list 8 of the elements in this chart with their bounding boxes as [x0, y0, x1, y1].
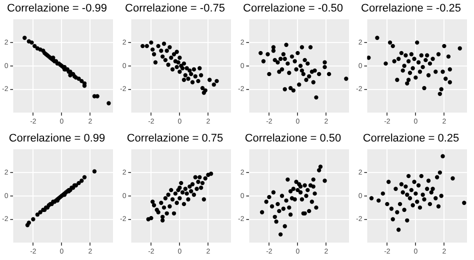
chart-title: Correlazione = 0.99 — [8, 132, 106, 145]
chart-title: Correlazione = 0.25 — [362, 132, 460, 145]
chart-title: Correlazione = 0.50 — [244, 132, 342, 145]
chart-title: Correlazione = -0.50 — [243, 2, 343, 15]
chart-title: Correlazione = 0.75 — [126, 132, 224, 145]
chart-title: Correlazione = -0.25 — [361, 2, 461, 15]
chart-title: Correlazione = -0.99 — [7, 2, 107, 15]
chart-title: Correlazione = -0.75 — [125, 2, 225, 15]
